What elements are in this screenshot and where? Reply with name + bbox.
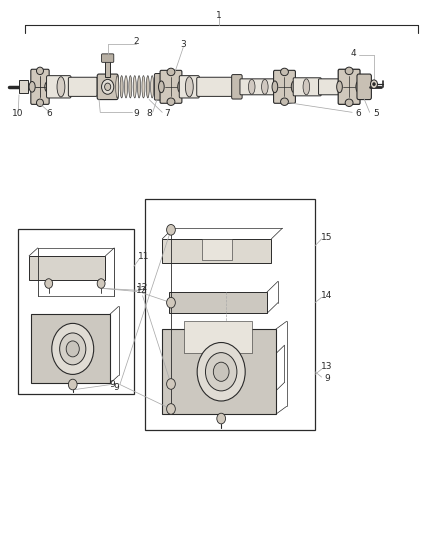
Text: 15: 15 <box>321 233 332 242</box>
Text: 8: 8 <box>146 109 152 118</box>
Circle shape <box>52 324 94 374</box>
Text: 13: 13 <box>321 362 332 372</box>
Ellipse shape <box>356 81 361 93</box>
Ellipse shape <box>57 77 65 97</box>
Ellipse shape <box>142 76 145 98</box>
Text: 2: 2 <box>133 37 139 46</box>
FancyBboxPatch shape <box>232 75 242 99</box>
Ellipse shape <box>178 81 184 93</box>
Ellipse shape <box>29 82 35 92</box>
Polygon shape <box>162 356 274 393</box>
FancyBboxPatch shape <box>274 70 295 103</box>
FancyBboxPatch shape <box>145 199 315 430</box>
Circle shape <box>60 333 86 365</box>
Polygon shape <box>169 292 267 313</box>
Ellipse shape <box>116 76 119 98</box>
Circle shape <box>66 341 79 357</box>
FancyBboxPatch shape <box>18 229 134 394</box>
Circle shape <box>166 378 175 389</box>
FancyBboxPatch shape <box>197 77 234 96</box>
Polygon shape <box>31 314 110 383</box>
Circle shape <box>373 83 375 86</box>
Circle shape <box>166 403 175 414</box>
Text: 11: 11 <box>138 253 150 261</box>
Ellipse shape <box>120 76 123 98</box>
Ellipse shape <box>167 98 175 106</box>
Text: 9: 9 <box>324 374 330 383</box>
Text: 12: 12 <box>137 283 148 292</box>
FancyBboxPatch shape <box>154 74 164 100</box>
FancyBboxPatch shape <box>338 69 360 104</box>
Ellipse shape <box>261 79 268 94</box>
Circle shape <box>166 297 175 308</box>
Ellipse shape <box>185 77 193 97</box>
Ellipse shape <box>45 82 51 92</box>
Ellipse shape <box>159 81 164 93</box>
Text: 7: 7 <box>165 109 170 118</box>
FancyBboxPatch shape <box>97 74 118 100</box>
Text: 14: 14 <box>321 291 332 300</box>
Circle shape <box>105 83 111 91</box>
FancyBboxPatch shape <box>201 239 232 260</box>
Ellipse shape <box>167 68 175 76</box>
Polygon shape <box>29 256 106 280</box>
Ellipse shape <box>151 76 154 98</box>
FancyBboxPatch shape <box>160 70 182 103</box>
Circle shape <box>197 343 245 401</box>
FancyBboxPatch shape <box>105 60 110 77</box>
FancyBboxPatch shape <box>46 76 71 98</box>
Ellipse shape <box>133 76 136 98</box>
Text: 10: 10 <box>12 109 24 118</box>
FancyBboxPatch shape <box>102 54 114 62</box>
FancyBboxPatch shape <box>31 69 49 104</box>
Text: 3: 3 <box>180 40 186 49</box>
Circle shape <box>166 224 175 235</box>
Circle shape <box>97 279 105 288</box>
Ellipse shape <box>291 81 297 93</box>
Ellipse shape <box>345 99 353 107</box>
Ellipse shape <box>303 79 310 95</box>
FancyBboxPatch shape <box>184 321 252 353</box>
Text: 6: 6 <box>355 109 361 118</box>
Circle shape <box>68 379 77 390</box>
Ellipse shape <box>138 76 141 98</box>
Text: 1: 1 <box>216 11 222 20</box>
Ellipse shape <box>146 76 149 98</box>
Polygon shape <box>162 239 272 263</box>
FancyBboxPatch shape <box>19 80 28 93</box>
Ellipse shape <box>129 76 132 98</box>
Text: 9: 9 <box>110 380 116 389</box>
Text: 9: 9 <box>113 383 119 392</box>
Ellipse shape <box>345 67 353 75</box>
Circle shape <box>45 279 53 288</box>
FancyBboxPatch shape <box>357 74 371 100</box>
Text: 5: 5 <box>373 109 379 118</box>
Ellipse shape <box>248 79 255 94</box>
Text: 9: 9 <box>133 109 139 118</box>
Circle shape <box>102 79 114 94</box>
Ellipse shape <box>36 67 43 75</box>
FancyBboxPatch shape <box>240 79 275 95</box>
Text: 4: 4 <box>351 50 357 58</box>
Circle shape <box>371 80 378 88</box>
Circle shape <box>213 362 229 381</box>
Text: 6: 6 <box>47 109 53 118</box>
Ellipse shape <box>124 76 127 98</box>
FancyBboxPatch shape <box>318 79 340 95</box>
Ellipse shape <box>337 81 343 93</box>
Ellipse shape <box>281 98 288 106</box>
FancyBboxPatch shape <box>68 77 97 96</box>
Ellipse shape <box>272 81 278 93</box>
Circle shape <box>217 413 226 424</box>
FancyBboxPatch shape <box>179 76 199 98</box>
Ellipse shape <box>36 99 43 107</box>
Polygon shape <box>162 329 276 414</box>
Circle shape <box>205 353 237 391</box>
FancyBboxPatch shape <box>293 78 321 96</box>
Ellipse shape <box>281 68 288 76</box>
Text: 12: 12 <box>136 286 147 295</box>
